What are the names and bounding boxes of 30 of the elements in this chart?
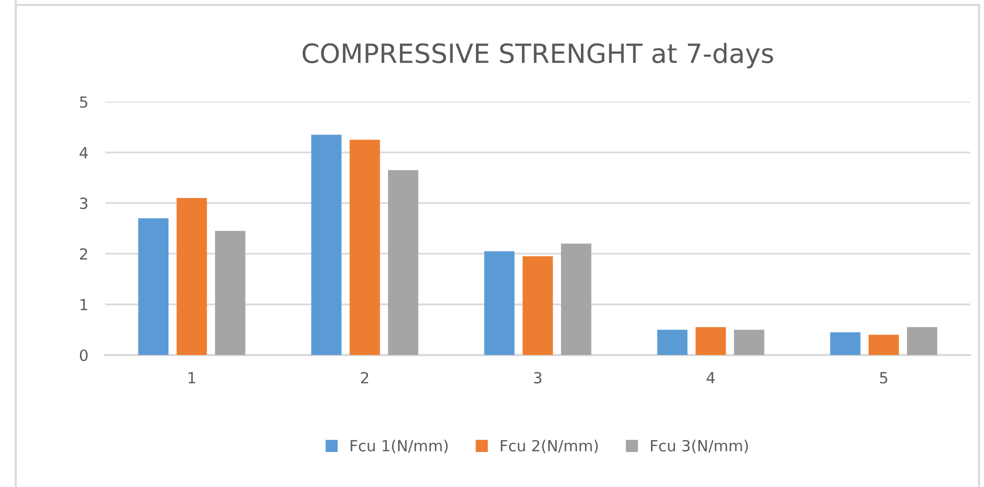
- y-tick-label: 0: [80, 349, 88, 362]
- y-tick-label: 2: [80, 248, 88, 260]
- y-tick-label: 4: [80, 147, 88, 158]
- bar: [868, 334, 899, 356]
- legend-label: Fcu 2(N/mm): [500, 440, 598, 454]
- legend-label: Fcu 1(N/mm): [350, 440, 448, 454]
- bar: [311, 134, 342, 356]
- bar: [830, 332, 860, 356]
- bar: [522, 256, 553, 356]
- bar: [734, 330, 764, 356]
- chart-title: COMPRESSIVE STRENGHT at 7-days: [302, 42, 774, 68]
- bar: [906, 327, 938, 356]
- x-tick-label: 5: [880, 372, 888, 384]
- bar: [215, 230, 246, 356]
- bar: [696, 327, 726, 356]
- bar: [388, 170, 418, 356]
- bar: [657, 330, 688, 356]
- bar: [138, 218, 169, 356]
- y-tick-label: 1: [80, 299, 88, 310]
- bar: [176, 198, 207, 356]
- legend-label: Fcu 3(N/mm): [650, 440, 748, 454]
- x-tick-label: 2: [361, 372, 368, 384]
- y-tick-label: 5: [80, 96, 88, 108]
- x-tick-label: 3: [534, 372, 542, 384]
- bar: [561, 244, 592, 356]
- bar: [484, 251, 514, 356]
- y-tick-label: 3: [80, 198, 88, 210]
- bar: [350, 140, 380, 356]
- x-tick-label: 4: [706, 372, 715, 384]
- x-tick-label: 1: [188, 372, 196, 384]
